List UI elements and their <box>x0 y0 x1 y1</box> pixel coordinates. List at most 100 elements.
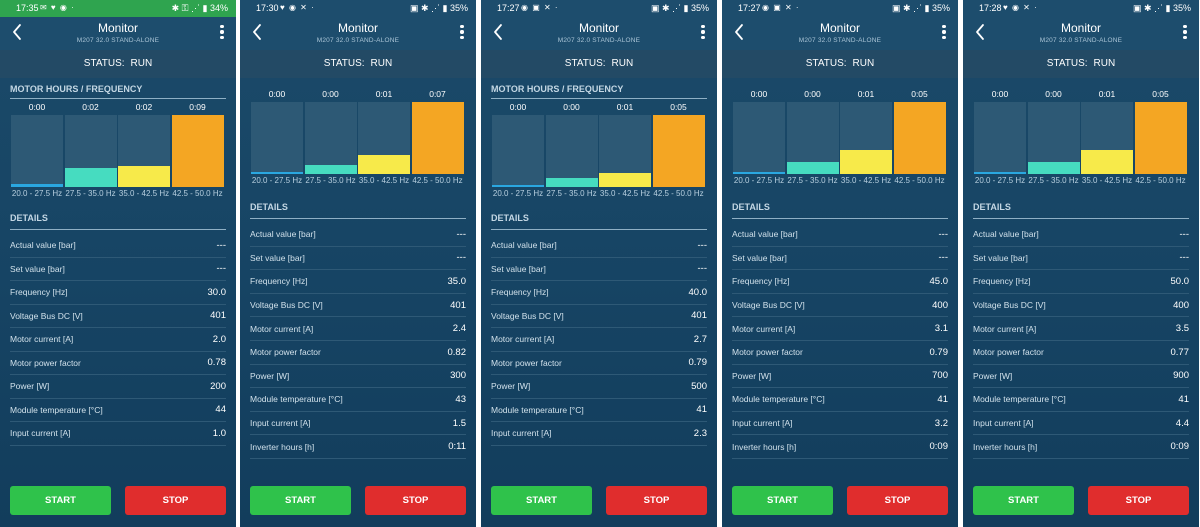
system-status-bar: 17:27 ◉ ▣ ✕ · ▣ ✱ ⋰ ▮ 35% <box>481 0 717 17</box>
bar-column: 0:09 42.5 - 50.0 Hz <box>171 99 224 199</box>
more-vertical-icon[interactable] <box>219 25 225 41</box>
detail-label: Actual value [bar] <box>491 240 557 251</box>
stop-button[interactable]: STOP <box>847 486 948 515</box>
bar-value-label: 0:02 <box>135 102 153 112</box>
bar <box>64 168 117 187</box>
system-status-bar: 17:28 ♥ ◉ ✕ · ▣ ✱ ⋰ ▮ 35% <box>963 0 1199 17</box>
more-vertical-icon[interactable] <box>700 25 706 41</box>
bar-value-label: 0:01 <box>375 89 393 99</box>
bar-value-label: 0:01 <box>857 89 875 99</box>
bar-value-label: 0:00 <box>991 89 1009 99</box>
bar-value-label: 0:09 <box>189 102 206 112</box>
detail-value: 0:09 <box>1170 441 1190 453</box>
detail-value: 3.1 <box>934 323 948 335</box>
phone-screen: 17:27 ◉ ▣ ✕ · ▣ ✱ ⋰ ▮ 35% Monitor M207 32.0 … <box>722 0 958 527</box>
stop-button[interactable]: STOP <box>1088 486 1189 515</box>
detail-label: Frequency [Hz] <box>732 276 790 287</box>
back-arrow-icon[interactable] <box>972 21 990 43</box>
back-arrow-icon[interactable] <box>731 21 749 43</box>
back-arrow-icon[interactable] <box>490 21 508 43</box>
detail-label: Motor power factor <box>491 357 562 368</box>
detail-value: 40.0 <box>688 286 708 298</box>
more-vertical-icon[interactable] <box>941 25 947 41</box>
detail-value: --- <box>938 252 949 264</box>
device-subtitle: M207 32.0 STAND-ALONE <box>798 37 882 44</box>
bar <box>492 185 544 187</box>
chart-title: MOTOR HOURS / FREQUENCY <box>491 84 707 99</box>
bar-category-label: 20.0 - 27.5 Hz <box>733 176 785 185</box>
detail-label: Power [W] <box>973 370 1013 381</box>
detail-value: 900 <box>1173 370 1189 382</box>
detail-label: Motor current [A] <box>250 323 314 334</box>
back-arrow-icon[interactable] <box>249 21 267 43</box>
bar <box>358 155 410 174</box>
action-buttons: START STOP <box>491 486 707 515</box>
detail-row: Module temperature [°C] 41 <box>491 399 707 422</box>
bar-track <box>118 115 170 187</box>
bar-track <box>64 115 117 187</box>
detail-label: Module temperature [°C] <box>491 404 584 415</box>
bar-track <box>893 102 946 174</box>
detail-label: Module temperature [°C] <box>732 394 825 405</box>
start-button[interactable]: START <box>732 486 833 515</box>
bar-value-label: 0:00 <box>1045 89 1062 99</box>
detail-value: 41 <box>937 393 948 405</box>
stop-button[interactable]: STOP <box>606 486 707 515</box>
start-button[interactable]: START <box>973 486 1074 515</box>
detail-value: 1.0 <box>212 427 226 439</box>
bar-value-label: 0:00 <box>804 89 821 99</box>
more-vertical-icon[interactable] <box>1182 25 1188 41</box>
detail-value: --- <box>1179 252 1190 264</box>
bar-track <box>304 102 357 174</box>
bar-column: 0:00 20.0 - 27.5 Hz <box>251 86 303 186</box>
detail-row: Actual value [bar] --- <box>732 223 948 247</box>
status-label: STATUS: <box>1046 58 1088 69</box>
detail-value: 2.4 <box>452 323 466 335</box>
detail-value: --- <box>938 228 949 240</box>
detail-value: 0.82 <box>447 346 467 358</box>
system-indicators: ▣ ✱ ⋰ ▮ 35% <box>650 3 709 13</box>
detail-row: Motor power factor 0.78 <box>10 352 226 375</box>
back-arrow-icon[interactable] <box>9 21 27 43</box>
detail-row: Voltage Bus DC [V] 400 <box>973 294 1189 318</box>
stop-button[interactable]: STOP <box>365 486 466 515</box>
status-label: STATUS: <box>323 58 365 69</box>
detail-value: --- <box>456 228 467 240</box>
detail-label: Inverter hours [h] <box>732 441 797 452</box>
bar-track <box>1081 102 1133 174</box>
motor-hours-section: 0:00 20.0 - 27.5 Hz 0:00 27.5 - 35.0 Hz 0:01… <box>240 86 476 198</box>
bar-value-label: 0:01 <box>1098 89 1116 99</box>
bar-column: 0:01 35.0 - 42.5 Hz <box>599 99 651 199</box>
status-row: STATUS: RUN <box>0 50 236 78</box>
bar-category-label: 20.0 - 27.5 Hz <box>11 189 63 198</box>
action-buttons: START STOP <box>973 486 1189 515</box>
bar-track <box>171 115 224 187</box>
system-status-bar: 17:27 ◉ ▣ ✕ · ▣ ✱ ⋰ ▮ 35% <box>722 0 958 17</box>
detail-value: 4.4 <box>1175 417 1189 429</box>
detail-label: Voltage Bus DC [V] <box>250 300 323 311</box>
motor-hours-chart: 0:00 20.0 - 27.5 Hz 0:00 27.5 - 35.0 Hz 0:01… <box>251 86 465 198</box>
start-button[interactable]: START <box>10 486 111 515</box>
page-title: Monitor <box>337 21 378 35</box>
bar <box>171 115 224 187</box>
detail-value: 401 <box>691 310 707 322</box>
detail-label: Frequency [Hz] <box>250 276 308 287</box>
bar-column: 0:00 27.5 - 35.0 Hz <box>1027 86 1080 186</box>
detail-row: Module temperature [°C] 44 <box>10 399 226 422</box>
system-indicators: ✱ ⚿ ⋰ ▮ 34% <box>171 3 228 13</box>
bar-category-label: 42.5 - 50.0 Hz <box>412 176 463 185</box>
bar-column: 0:00 20.0 - 27.5 Hz <box>492 99 544 199</box>
stop-button[interactable]: STOP <box>125 486 226 515</box>
bar-category-label: 35.0 - 42.5 Hz <box>840 176 892 185</box>
bar-column: 0:00 27.5 - 35.0 Hz <box>545 99 598 199</box>
bar <box>974 172 1026 174</box>
start-button[interactable]: START <box>250 486 351 515</box>
motor-hours-chart: 0:00 20.0 - 27.5 Hz 0:00 27.5 - 35.0 Hz 0:01… <box>492 99 706 211</box>
status-row: STATUS: RUN <box>722 50 958 78</box>
start-button[interactable]: START <box>491 486 592 515</box>
detail-row: Voltage Bus DC [V] 401 <box>10 305 226 328</box>
bar <box>893 102 946 174</box>
bar-track <box>411 102 464 174</box>
detail-label: Module temperature [°C] <box>10 404 103 415</box>
more-vertical-icon[interactable] <box>459 25 465 41</box>
